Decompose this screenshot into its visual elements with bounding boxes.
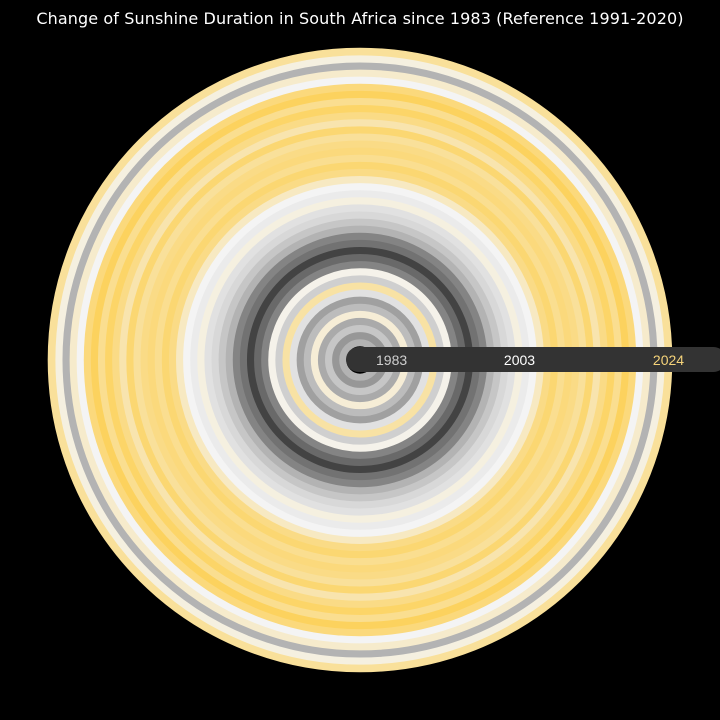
year-label-2024: 2024 [653, 352, 684, 368]
year-label-1983: 1983 [376, 352, 407, 368]
year-axis-labels: 1983 2003 2024 [376, 352, 684, 368]
year-axis-bar [346, 347, 720, 372]
year-label-2003: 2003 [504, 352, 535, 368]
chart-title: Change of Sunshine Duration in South Afr… [36, 9, 684, 28]
